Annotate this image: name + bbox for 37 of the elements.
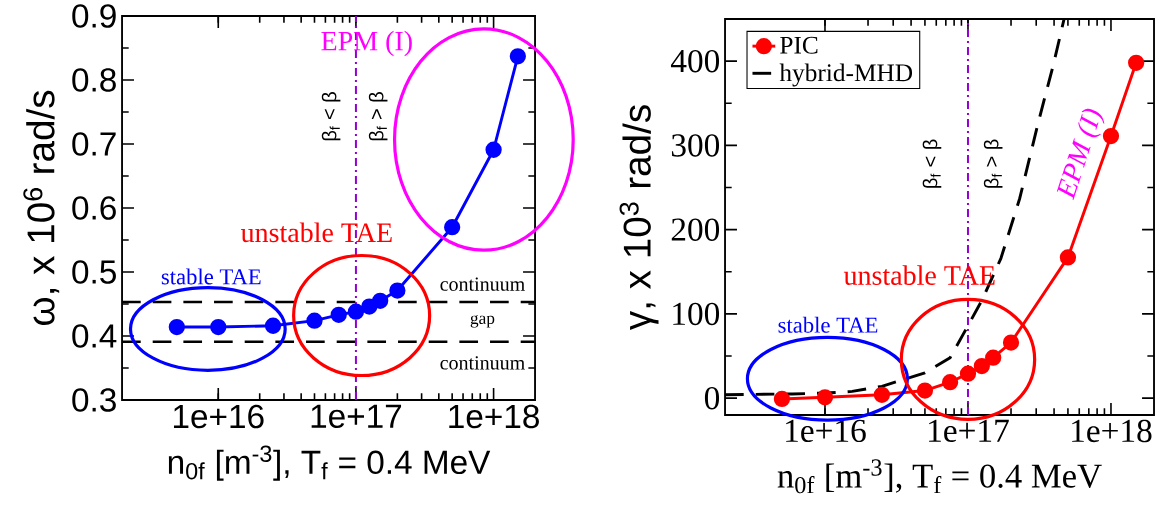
y-tick-label: 0.9 xyxy=(72,4,116,28)
y-tick-label: 0.3 xyxy=(72,388,116,412)
y-tick-label: 0.6 xyxy=(72,196,116,220)
annotation: unstable TAE xyxy=(240,222,392,243)
annotation: EPM (I) xyxy=(1056,108,1105,201)
y-tick-label: 200 xyxy=(671,218,720,241)
y-tick-label: 300 xyxy=(671,134,720,157)
annotation: continuum xyxy=(440,277,525,291)
annotation: β$_{f}$ > β xyxy=(983,139,1003,188)
y-tick-label: 100 xyxy=(673,302,720,326)
legend-label: hybrid-MHD xyxy=(779,63,913,87)
annotation: stable TAE xyxy=(161,268,261,285)
annotation: β$_{f}$ < β xyxy=(922,139,942,188)
annotation: continuum xyxy=(440,356,525,370)
x-tick-label: 1e+17 xyxy=(311,404,402,428)
x-axis-title: n$_{0f}$ [m$^{-3}$], T$_{f}$ = 0.4 MeV xyxy=(777,459,1102,494)
x-tick-label: 1e+16 xyxy=(786,419,866,443)
y-axis-title: ω, x 10$^{6}$ rad/s xyxy=(23,90,60,326)
annotation: unstable TAE xyxy=(843,265,995,285)
legend-label: PIC xyxy=(780,36,818,54)
x-tick-label: 1e+18 xyxy=(1072,419,1152,443)
y-tick-label: 0 xyxy=(704,386,720,410)
annotation: gap xyxy=(470,314,495,328)
annotation: β$_{f}$ < β xyxy=(321,92,341,141)
x-tick-label: 1e+17 xyxy=(929,419,1009,443)
x-tick-label: 1e+18 xyxy=(449,404,539,429)
x-tick-label: 1e+16 xyxy=(173,404,264,429)
annotation: β$_{f}$ > β xyxy=(368,92,388,141)
y-tick-label: 0.4 xyxy=(72,324,117,348)
y-tick-label: 0.7 xyxy=(72,132,116,156)
y-axis-title: γ, x 10$^{3}$ rad/s xyxy=(619,105,659,331)
x-axis-title: n$_{0f}$ [m$^{-3}$], T$_{f}$ = 0.4 MeV xyxy=(168,445,491,481)
annotation: stable TAE xyxy=(778,316,878,333)
y-tick-label: 0.8 xyxy=(72,68,116,92)
y-tick-label: 0.5 xyxy=(72,260,116,284)
y-tick-label: 400 xyxy=(670,49,720,73)
annotation: EPM (I) xyxy=(321,30,412,57)
